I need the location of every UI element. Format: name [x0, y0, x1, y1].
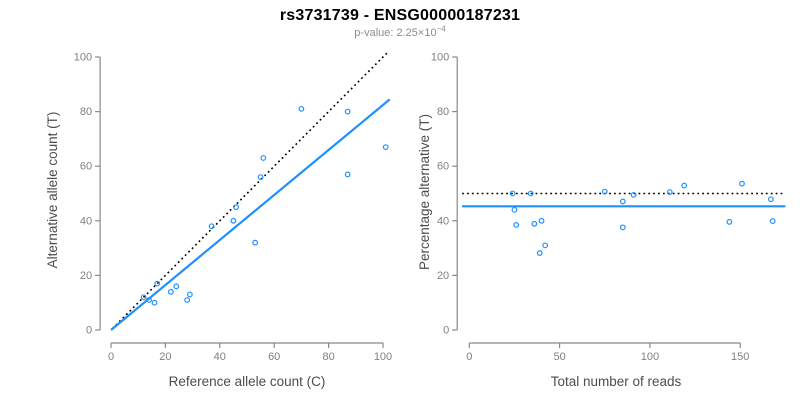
- page-subtitle: p-value: 2.25×10−4: [0, 24, 800, 39]
- data-point: [140, 294, 147, 301]
- data-point: [513, 221, 520, 228]
- data-point: [768, 196, 774, 203]
- x-axis-tick-label: 60: [268, 351, 280, 363]
- x-axis-title: Total number of reads: [551, 374, 682, 389]
- x-axis-tick-label: 100: [641, 351, 659, 363]
- data-point: [509, 190, 516, 197]
- data-point: [542, 242, 549, 249]
- x-axis-tick-label: 0: [108, 351, 114, 363]
- y-axis-tick-label: 0: [86, 325, 92, 337]
- data-points: [509, 180, 776, 256]
- y-axis-tick-label: 20: [80, 270, 92, 282]
- data-point: [167, 288, 174, 295]
- data-point: [726, 218, 733, 225]
- x-axis-title: Reference allele count (C): [169, 374, 326, 389]
- y-axis-tick-label: 20: [437, 270, 449, 282]
- y-axis-tick-label: 60: [437, 161, 449, 173]
- data-point: [382, 144, 389, 150]
- data-point: [184, 297, 191, 303]
- identity-line: [111, 52, 388, 330]
- data-point: [154, 280, 161, 287]
- data-point: [233, 204, 240, 211]
- data-point: [230, 217, 237, 224]
- fit-line: [110, 98, 391, 331]
- y-axis-tick-label: 80: [80, 106, 92, 118]
- percentage-scatter-panel: 0 20 40 60 80 100 0 50 100 150 Total number of rea…: [417, 52, 786, 389]
- data-point: [257, 174, 264, 181]
- data-point: [531, 220, 538, 227]
- y-axis-title: Alternative allele count (T): [45, 112, 60, 269]
- data-point: [344, 171, 351, 178]
- y-axis-tick-label: 80: [437, 106, 449, 118]
- y-axis-tick-label: 0: [443, 325, 449, 337]
- data-point: [511, 206, 518, 213]
- data-point: [252, 239, 259, 246]
- data-point: [344, 108, 351, 115]
- x-axis-tick-label: 40: [214, 351, 226, 363]
- data-point: [536, 250, 543, 256]
- y-axis-tick-label: 100: [431, 52, 449, 64]
- x-axis-tick-label: 50: [553, 351, 565, 363]
- data-point: [151, 299, 158, 306]
- data-point: [619, 198, 626, 205]
- x-axis-tick-label: 0: [466, 351, 472, 363]
- y-axis-tick-label: 40: [437, 215, 449, 227]
- data-point: [739, 180, 745, 187]
- y-axis-tick-label: 60: [80, 161, 92, 173]
- data-point: [173, 283, 180, 290]
- data-point: [619, 224, 626, 231]
- data-point: [146, 297, 152, 303]
- x-axis-tick-label: 150: [731, 351, 749, 363]
- y-axis-title: Percentage alternative (T): [417, 114, 432, 270]
- p-value-exponent: −4: [436, 24, 446, 34]
- data-point: [208, 223, 215, 230]
- x-axis-tick-label: 80: [322, 351, 334, 363]
- data-point: [527, 190, 534, 197]
- data-point: [769, 218, 776, 224]
- data-points: [140, 105, 389, 306]
- data-point: [538, 217, 545, 224]
- x-axis-tick-label: 100: [374, 351, 392, 363]
- data-point: [630, 191, 637, 198]
- data-point: [186, 291, 193, 298]
- p-value-text: p-value: 2.25×10: [354, 27, 437, 39]
- allele-count-scatter-panel: 0 20 40 60 80 100 0 20 40 60 80 100 Reference allele…: [45, 52, 392, 390]
- y-axis-tick-label: 100: [74, 52, 92, 64]
- data-point: [681, 182, 688, 189]
- data-point: [601, 188, 608, 195]
- data-point: [298, 105, 305, 112]
- y-axis-tick-label: 40: [80, 215, 92, 227]
- x-axis-tick-label: 20: [159, 351, 171, 363]
- data-point: [666, 189, 673, 196]
- page-title: rs3731739 - ENSG00000187231: [279, 7, 521, 24]
- data-point: [260, 155, 267, 161]
